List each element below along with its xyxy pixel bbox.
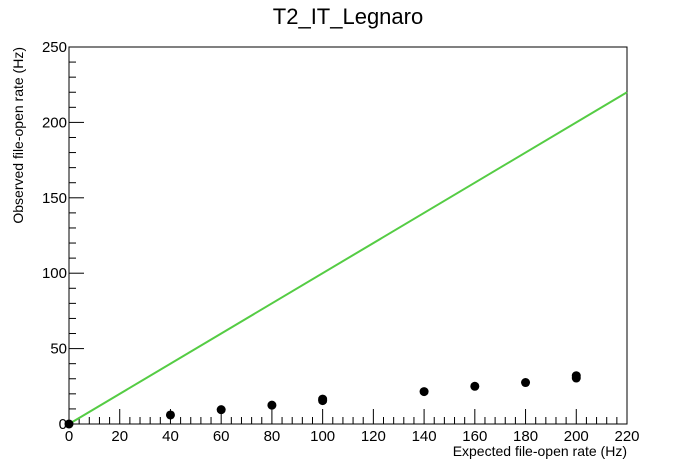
- data-point: [521, 378, 531, 388]
- plot-frame-group: [68, 46, 628, 425]
- data-point: [216, 405, 226, 415]
- data-point: [571, 371, 581, 381]
- series-group: [64, 91, 628, 429]
- x-tick-label: 200: [564, 428, 589, 445]
- reference-line: [68, 91, 628, 425]
- x-tick-label: 120: [361, 428, 386, 445]
- data-point: [267, 400, 277, 410]
- x-tick-label: 40: [162, 428, 179, 445]
- data-point: [318, 394, 328, 404]
- x-tick-label: 60: [213, 428, 230, 445]
- x-tick-label: 0: [65, 428, 73, 445]
- plot-frame: [68, 46, 628, 425]
- data-point: [470, 381, 480, 391]
- x-tick-label: 220: [614, 428, 639, 445]
- y-axis-title: Observed file-open rate (Hz): [10, 47, 26, 224]
- y-tick-label: 200: [42, 114, 67, 131]
- x-tick-label: 80: [264, 428, 281, 445]
- y-tick-label: 150: [42, 190, 67, 207]
- x-tick-label: 160: [462, 428, 487, 445]
- x-tick-label: 20: [111, 428, 128, 445]
- data-point: [64, 419, 74, 429]
- data-point: [165, 410, 175, 420]
- y-tick-label: 100: [42, 265, 67, 282]
- data-point: [419, 387, 429, 397]
- chart-title: T2_IT_Legnaro: [273, 4, 423, 29]
- x-axis-title: Expected file-open rate (Hz): [453, 443, 627, 459]
- y-tick-label: 50: [50, 341, 67, 358]
- y-tick-label: 0: [59, 416, 67, 433]
- tick-group: 0 20 40 60 80 100 120 140 160 180 200 220 0 50 100 150 2…: [42, 39, 640, 445]
- y-tick-label: 250: [42, 39, 67, 56]
- x-tick-label: 180: [513, 428, 538, 445]
- x-tick-label: 100: [310, 428, 335, 445]
- x-tick-label: 140: [412, 428, 437, 445]
